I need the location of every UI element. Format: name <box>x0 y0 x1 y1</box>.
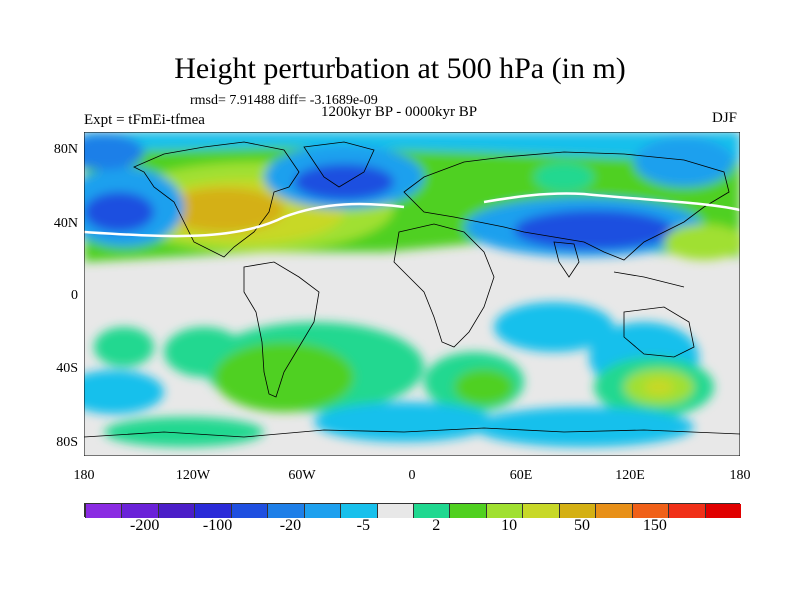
colorbar-cell <box>121 504 158 518</box>
y-tick-label: 40S <box>56 361 78 376</box>
colorbar-cell <box>558 504 596 518</box>
colorbar-label: 50 <box>574 517 590 534</box>
colorbar-label: -5 <box>356 517 370 534</box>
coastlines <box>84 141 740 438</box>
field-contours <box>84 132 740 447</box>
colorbar-cell <box>631 504 669 518</box>
x-tick-label: 0 <box>408 468 416 483</box>
x-tick-label: 180 <box>729 468 751 483</box>
colorbar-label: 2 <box>432 517 441 534</box>
colorbar-cell <box>595 504 632 518</box>
colorbar-label: -200 <box>129 517 160 534</box>
colorbar-label: 10 <box>501 517 518 534</box>
colorbar-cell <box>267 504 304 518</box>
y-tick-label: 0 <box>71 288 78 303</box>
colorbar-label: -100 <box>202 517 233 534</box>
colorbar-cell <box>522 504 559 518</box>
colorbar-cell <box>376 504 413 518</box>
x-tick-label: 60E <box>509 468 533 483</box>
colorbar-cell <box>449 504 486 518</box>
colorbar <box>84 503 741 518</box>
colorbar-cell <box>85 504 122 518</box>
y-tick-label: 40N <box>53 216 78 231</box>
colorbar-cell <box>413 504 450 518</box>
y-tick-label: 80N <box>53 142 78 157</box>
colorbar-cell <box>230 504 268 518</box>
colorbar-cell <box>303 504 341 518</box>
x-tick-label: 60W <box>288 468 316 483</box>
colorbar-cell <box>704 504 741 518</box>
colorbar-cell <box>157 504 195 518</box>
colorbar-cell <box>485 504 523 518</box>
colorbar-cell <box>340 504 377 518</box>
map-plot <box>84 132 740 456</box>
zero-contours <box>84 192 740 238</box>
colorbar-cell <box>194 504 231 518</box>
colorbar-label: -20 <box>279 517 302 534</box>
period-label: 1200kyr BP - 0000kyr BP <box>321 104 478 120</box>
colorbar-label: 150 <box>642 517 667 534</box>
season-label: DJF <box>712 110 738 126</box>
x-tick-label: 120E <box>615 468 645 483</box>
x-tick-label: 180 <box>73 468 95 483</box>
chart-title: Height perturbation at 500 hPa (in m) <box>174 52 626 85</box>
experiment-label: Expt = tFmEi-tfmea <box>84 112 205 128</box>
stats-subtitle: rmsd= 7.91488 diff= -3.1689e-09 <box>190 93 378 108</box>
x-tick-label: 120W <box>175 468 211 483</box>
colorbar-cell <box>668 504 705 518</box>
y-tick-label: 80S <box>56 435 78 450</box>
